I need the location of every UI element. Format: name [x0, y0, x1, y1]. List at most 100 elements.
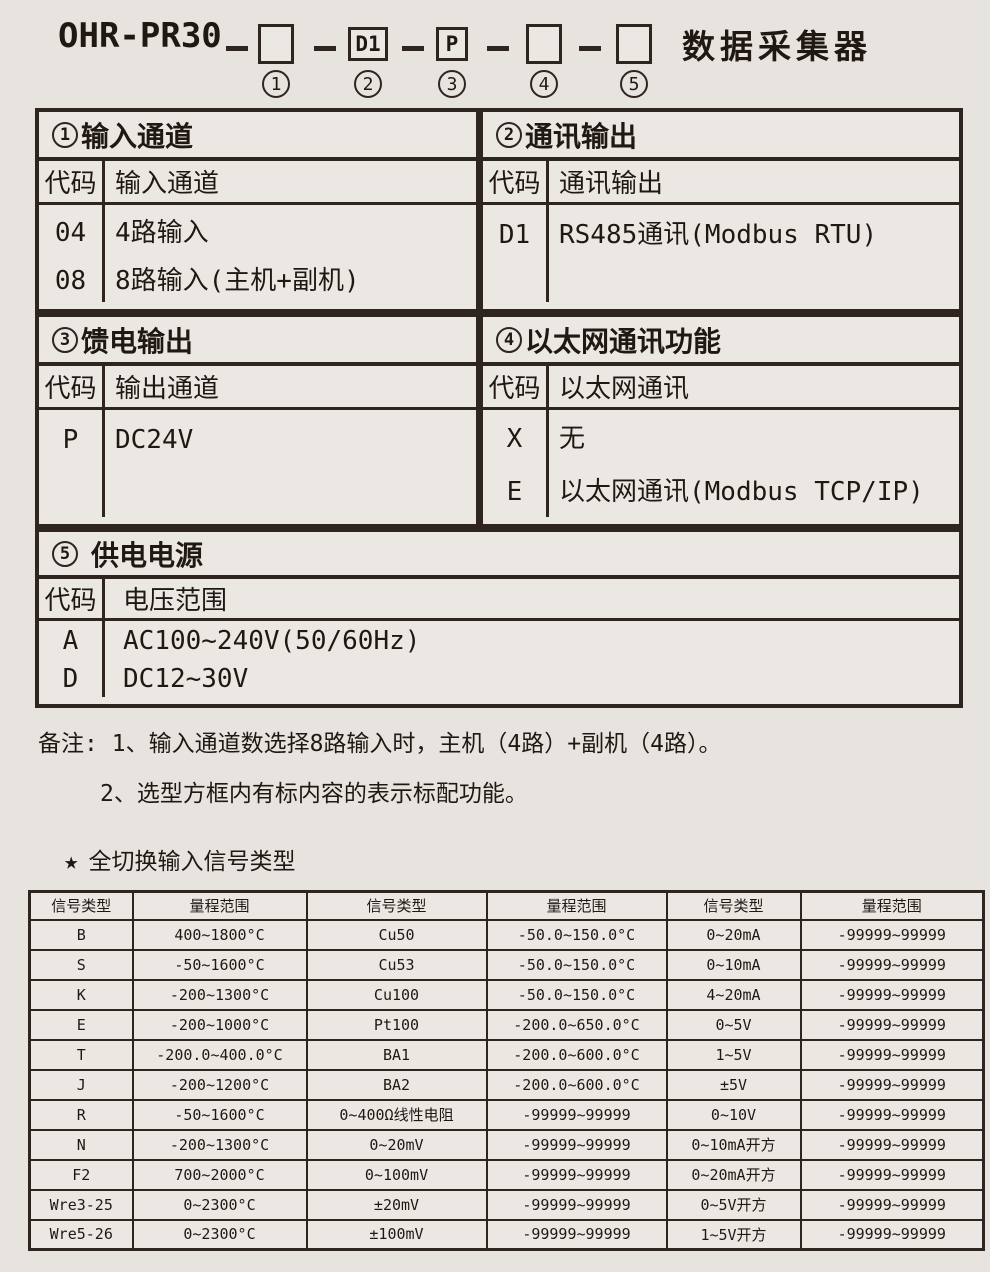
signal-table-cell: 0~2300°C — [131, 1188, 308, 1221]
code-column: X E — [483, 410, 549, 517]
signal-table-cell: 400~1800°C — [131, 918, 308, 951]
signal-table-cell: -50~1600°C — [131, 948, 308, 981]
code-value: 08 — [54, 266, 87, 296]
circled-number-icon: 1 — [262, 70, 290, 98]
section-title-text: 输入通道 — [81, 119, 194, 153]
code-value: D1 — [498, 220, 531, 250]
signal-table-cell: K — [28, 978, 134, 1011]
signal-table-cell: F2 — [28, 1158, 134, 1191]
signal-table-cell: ±20mV — [305, 1188, 488, 1221]
note-item: 1、输入通道数选择8路输入时，主机（4路）+副机（4路）。 — [111, 731, 722, 757]
signal-section-title: 全切换输入信号类型 — [88, 849, 296, 875]
signal-table-cell: -50.0~150.0°C — [485, 978, 668, 1011]
desc-value: RS485通讯(Modbus RTU) — [559, 220, 878, 250]
selection-tables: 1 输入通道 代码 输入通道 04 08 4路输入 8路输入(主机+副机) 2 通讯… — [35, 108, 963, 708]
signal-table-cell: S — [28, 948, 134, 981]
code-column: A D — [39, 621, 105, 697]
section-title: 1 输入通道 — [39, 112, 476, 161]
desc-header: 电压范围 — [123, 586, 228, 616]
table-header-row: 代码 输出通道 — [39, 366, 476, 410]
code-column: 04 08 — [39, 205, 105, 302]
signal-table-cell: 4~20mA — [665, 978, 802, 1011]
circled-number-icon: 5 — [620, 70, 648, 98]
dash-separator — [579, 46, 601, 51]
desc-value: DC24V — [115, 425, 194, 455]
signal-table-cell: -99999~99999 — [485, 1188, 668, 1221]
dash-separator — [226, 46, 248, 51]
desc-value: 8路输入(主机+副机) — [115, 266, 360, 296]
signal-table-cell: -50.0~150.0°C — [485, 948, 668, 981]
signal-table-cell: 0~10V — [665, 1098, 802, 1131]
desc-header: 输入通道 — [115, 169, 220, 199]
signal-table-cell: -99999~99999 — [799, 1098, 985, 1131]
signal-table-cell: 0~100mV — [305, 1158, 488, 1191]
code-header: 代码 — [483, 366, 549, 407]
circled-number-icon: 4 — [530, 70, 558, 98]
signal-table-cell: 0~5V开方 — [665, 1188, 802, 1221]
signal-table-cell: -200.0~650.0°C — [485, 1008, 668, 1041]
signal-table-row: N -200~1300°C 0~20mV -99999~99999 0~10mA开方 -9… — [28, 1128, 985, 1161]
circled-number-icon: 3 — [52, 326, 78, 353]
code-value: P — [62, 425, 79, 455]
signal-table-cell: 1~5V — [665, 1038, 802, 1071]
desc-column: 无 以太网通讯(Modbus TCP/IP) — [549, 410, 959, 517]
signal-table-cell: -99999~99999 — [799, 978, 985, 1011]
signal-table-cell: -200.0~400.0°C — [131, 1038, 308, 1071]
desc-column: RS485通讯(Modbus RTU) — [549, 205, 959, 302]
selection-table-row-1: 1 输入通道 代码 输入通道 04 08 4路输入 8路输入(主机+副机) 2 通讯… — [35, 108, 963, 313]
signal-table-cell: 0~400Ω线性电阻 — [305, 1098, 488, 1131]
desc-value: 以太网通讯(Modbus TCP/IP) — [559, 477, 924, 507]
signal-table-cell: -99999~99999 — [799, 1128, 985, 1161]
section-title: 4 以太网通讯功能 — [483, 317, 959, 366]
circled-number-icon: 4 — [496, 326, 522, 353]
section-title: 3 馈电输出 — [39, 317, 476, 366]
option-box-3: P — [436, 27, 468, 61]
desc-column: 4路输入 8路输入(主机+副机) — [105, 205, 476, 302]
signal-section-heading: ★ 全切换输入信号类型 — [64, 842, 990, 876]
option-box-4 — [526, 24, 562, 64]
signal-table-cell: -99999~99999 — [799, 1188, 985, 1221]
signal-table-cell: -99999~99999 — [799, 1068, 985, 1101]
selection-table-input-channel: 1 输入通道 代码 输入通道 04 08 4路输入 8路输入(主机+副机) — [39, 112, 476, 309]
signal-table-cell: N — [28, 1128, 134, 1161]
signal-table-cell: -99999~99999 — [485, 1128, 668, 1161]
signal-table-cell: Pt100 — [305, 1008, 488, 1041]
signal-table-cell: -99999~99999 — [485, 1098, 668, 1131]
table-header-row: 代码 电压范围 — [39, 579, 959, 621]
signal-table-cell: E — [28, 1008, 134, 1041]
table-header-row: 代码 通讯输出 — [483, 161, 959, 205]
signal-table-row: S -50~1600°C Cu53 -50.0~150.0°C 0~10mA -99999… — [28, 948, 985, 981]
signal-table-cell: -99999~99999 — [799, 918, 985, 951]
code-value: X — [506, 424, 523, 454]
signal-table-cell: -200.0~600.0°C — [485, 1068, 668, 1101]
table-body: P DC24V — [39, 410, 476, 517]
note-line-1: 备注: 1、输入通道数选择8路输入时，主机（4路）+副机（4路）。 — [38, 724, 990, 758]
column-header: 信号类型 — [665, 890, 802, 921]
table-body: 04 08 4路输入 8路输入(主机+副机) — [39, 205, 476, 302]
signal-table-cell: Cu53 — [305, 948, 488, 981]
signal-table-cell: -200~1000°C — [131, 1008, 308, 1041]
section-title-text: 供电电源 — [91, 538, 204, 572]
signal-table-cell: 0~5V — [665, 1008, 802, 1041]
signal-table-cell: -99999~99999 — [799, 1008, 985, 1041]
signal-table-cell: T — [28, 1038, 134, 1071]
signal-table-cell: -200~1200°C — [131, 1068, 308, 1101]
selection-table-row-2: 3 馈电输出 代码 输出通道 P DC24V 4 以太网通讯功能 代码 以太网通 — [35, 313, 963, 528]
section-title-text: 通讯输出 — [525, 119, 638, 153]
signal-table-cell: -99999~99999 — [799, 1218, 985, 1251]
desc-value: DC12~30V — [123, 664, 249, 694]
section-title: 5 供电电源 — [39, 532, 959, 579]
signal-table-cell: Cu50 — [305, 918, 488, 951]
signal-table-cell: 0~20mA — [665, 918, 802, 951]
signal-table-cell: -99999~99999 — [799, 1038, 985, 1071]
signal-table-header-row: 信号类型 量程范围 信号类型 量程范围 信号类型 量程范围 — [28, 890, 985, 921]
signal-table-cell: 0~10mA — [665, 948, 802, 981]
signal-table-row: R -50~1600°C 0~400Ω线性电阻 -99999~99999 0~10V -9… — [28, 1098, 985, 1131]
option-box-5 — [616, 24, 652, 64]
desc-value: 4路输入 — [115, 218, 209, 248]
code-value: D — [62, 664, 79, 694]
signal-table-cell: BA1 — [305, 1038, 488, 1071]
code-column: D1 — [483, 205, 549, 302]
selection-table-ethernet: 4 以太网通讯功能 代码 以太网通讯 X E 无 以太网通讯(Modbus TCP… — [476, 317, 959, 524]
signal-table-row: B 400~1800°C Cu50 -50.0~150.0°C 0~20mA -99999… — [28, 918, 985, 951]
